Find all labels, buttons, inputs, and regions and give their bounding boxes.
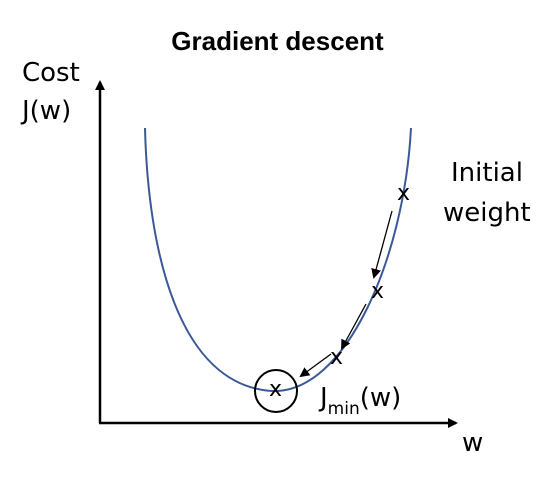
y-axis-label-cost: Cost [22,58,80,88]
step-arrow-2 [341,303,367,350]
step-arrow-1 [371,210,393,279]
y-axis-label-jw: J(w) [22,96,72,126]
step-marker-3: x [330,345,344,370]
x-axis-label: w [462,428,484,458]
initial-weight-label-line2: weight [443,198,531,228]
minimum-label-sub: min [327,399,360,419]
step-arrow-3 [299,353,332,378]
minimum-cost-label: Jmin(w) [320,385,401,418]
minimum-circle [254,369,298,413]
step-marker-initial: x [397,181,411,206]
step-marker-minimum: x [269,377,283,402]
step-marker-2: x [371,279,385,304]
diagram-title: Gradient descent [171,26,384,56]
minimum-label-suffix: (w) [359,383,402,413]
initial-weight-label-line1: Initial [451,158,523,188]
cost-curve [144,127,412,393]
minimum-label-j: J [320,383,328,413]
